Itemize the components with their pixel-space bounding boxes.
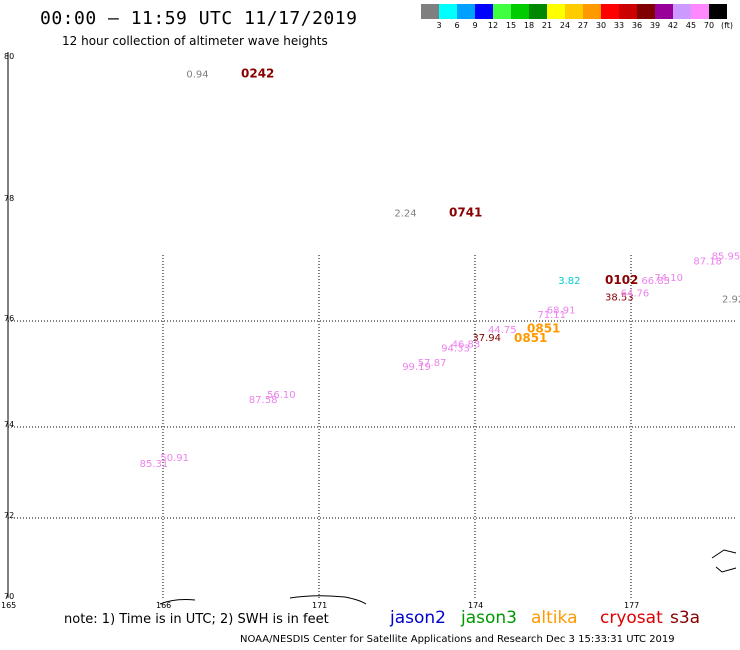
lat-label-72: 72	[4, 511, 14, 520]
pass-time-label: 0102	[605, 273, 638, 287]
legend-unit: (ft)	[720, 21, 734, 30]
legend-label: 21	[541, 21, 553, 30]
legend-swatch	[709, 4, 727, 19]
wave-height-label: 50.91	[160, 453, 189, 464]
legend-label: 30	[595, 21, 607, 30]
wave-height-label: 37.94	[472, 333, 501, 344]
footer-credit: NOAA/NESDIS Center for Satellite Applica…	[240, 634, 675, 645]
legend-swatch	[619, 4, 637, 19]
legend-label: 70	[703, 21, 715, 30]
legend-swatch	[493, 4, 511, 19]
wave-height-label: 0.94	[186, 69, 208, 80]
pass-time-label: 0851	[527, 322, 560, 336]
wave-height-label: 94.33	[441, 344, 470, 355]
wave-height-points: 0.9402422.2407412.023.82010238.532.92074…	[140, 66, 740, 470]
lon-label-165: 165	[1, 601, 16, 610]
wave-height-label: 85.31	[140, 459, 169, 470]
legend-label: 39	[649, 21, 661, 30]
wave-height-label: 87.18	[693, 256, 722, 267]
wave-height-label: 38.53	[605, 293, 634, 304]
satellite-cryosat: cryosat	[600, 608, 663, 628]
lon-label-171: 171	[312, 601, 327, 610]
wave-height-label: 66.83	[641, 276, 670, 287]
lon-label-166: 166	[156, 601, 171, 610]
lat-label-74: 74	[4, 420, 14, 429]
wave-height-label: 56.10	[267, 390, 296, 401]
wave-height-label: 3.82	[558, 276, 580, 287]
satellite-jason3: jason3	[461, 608, 517, 628]
legend-label: 45	[685, 21, 697, 30]
legend-swatch	[511, 4, 529, 19]
legend-swatch	[691, 4, 709, 19]
wave-height-label: 64.76	[621, 288, 650, 299]
wave-height-label: 44.75	[488, 325, 517, 336]
satellite-altika: altika	[531, 608, 578, 628]
lat-label-76: 76	[4, 314, 14, 323]
coastline-east	[711, 549, 737, 573]
legend-label: 18	[523, 21, 535, 30]
legend-swatch	[529, 4, 547, 19]
legend-label: 6	[454, 21, 460, 30]
wave-height-label: 87.58	[249, 395, 278, 406]
color-legend: 3 6 9 12 15 18 21 24 27 30 33 36 39 42 45 70 (ft)	[421, 4, 733, 33]
legend-swatch	[475, 4, 493, 19]
legend-swatch	[421, 4, 439, 19]
legend-label: 27	[577, 21, 589, 30]
satellite-jason2: jason2	[390, 608, 446, 628]
coastline-west	[159, 599, 196, 605]
wave-height-label: 46.83	[452, 340, 481, 351]
legend-label: 36	[631, 21, 643, 30]
legend-swatch	[583, 4, 601, 19]
coastline-central	[289, 595, 367, 605]
legend-bar	[421, 4, 727, 19]
satellite-s3a: s3a	[670, 608, 701, 628]
wave-height-label: 68.91	[547, 306, 576, 317]
pass-time-label: 0741	[449, 205, 482, 219]
wave-height-label: 2.24	[394, 208, 416, 219]
legend-swatch	[673, 4, 691, 19]
legend-label: 42	[667, 21, 679, 30]
wave-height-label: 57.87	[418, 358, 447, 369]
legend-label: 15	[505, 21, 517, 30]
wave-height-label: 74.10	[654, 273, 683, 284]
chart-subtitle: 12 hour collection of altimeter wave hei…	[62, 34, 328, 48]
wave-height-label: 85.95	[712, 252, 740, 263]
wave-height-label: 99.19	[402, 362, 431, 373]
legend-label: 33	[613, 21, 625, 30]
wave-height-label: 2.92	[722, 295, 740, 306]
pass-time-label: 0851	[514, 331, 547, 345]
legend-label: 3	[436, 21, 442, 30]
units-note: note: 1) Time is in UTC; 2) SWH is in fe…	[64, 612, 329, 627]
lat-label-80: 80	[4, 52, 14, 61]
lon-label-174: 174	[468, 601, 483, 610]
chart-title: 00:00 – 11:59 UTC 11/17/2019	[40, 8, 358, 29]
lon-label-177: 177	[624, 601, 639, 610]
legend-swatch	[439, 4, 457, 19]
legend-swatch	[565, 4, 583, 19]
legend-swatch	[547, 4, 565, 19]
legend-label: 9	[472, 21, 478, 30]
legend-labels: 3 6 9 12 15 18 21 24 27 30 33 36 39 42 45 70 (ft)	[421, 19, 733, 33]
lat-label-70: 70	[4, 592, 14, 601]
lat-label-78: 78	[4, 194, 14, 203]
legend-swatch	[457, 4, 475, 19]
legend-label: 12	[487, 21, 499, 30]
legend-swatch	[637, 4, 655, 19]
legend-label: 24	[559, 21, 571, 30]
legend-swatch	[601, 4, 619, 19]
pass-time-label: 0242	[241, 66, 274, 80]
legend-swatch	[655, 4, 673, 19]
graticule	[8, 255, 735, 600]
wave-height-label: 71.11	[537, 310, 566, 321]
